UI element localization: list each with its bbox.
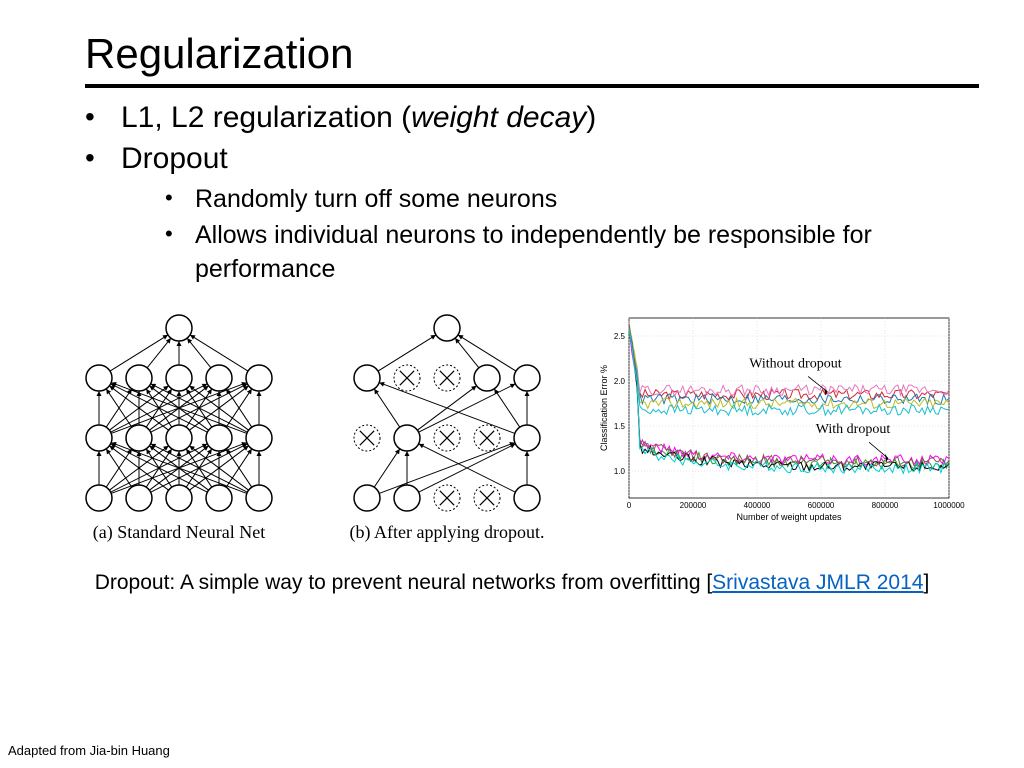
svg-text:1000000: 1000000 — [933, 501, 965, 510]
figure-dropout-net: (b) After applying dropout. — [327, 308, 567, 543]
svg-text:1.5: 1.5 — [614, 422, 626, 431]
svg-text:Number of weight updates: Number of weight updates — [736, 512, 842, 522]
svg-text:200000: 200000 — [680, 501, 707, 510]
bullet-dropout: Dropout Randomly turn off some neurons A… — [85, 139, 969, 287]
page-title: Regularization — [85, 30, 979, 88]
svg-text:2.0: 2.0 — [614, 377, 626, 386]
svg-text:2.5: 2.5 — [614, 332, 626, 341]
bullet-l1l2: L1, L2 regularization (weight decay) — [85, 98, 969, 139]
figure-error-chart: 0 200000 400000 600000 800000 1000000 1.0 1.5 2.… — [595, 308, 965, 528]
svg-text:Without dropout: Without dropout — [749, 357, 841, 372]
subbullet-random: Randomly turn off some neurons — [165, 183, 969, 217]
svg-text:Classification Error %: Classification Error % — [599, 365, 609, 451]
bullet-list: L1, L2 regularization (weight decay) Dro… — [85, 98, 969, 286]
subbullet-allows: Allows individual neurons to independent… — [165, 219, 969, 287]
svg-text:400000: 400000 — [744, 501, 771, 510]
svg-text:With dropout: With dropout — [816, 422, 891, 437]
svg-text:1.0: 1.0 — [614, 467, 626, 476]
svg-text:800000: 800000 — [872, 501, 899, 510]
caption-b: (b) After applying dropout. — [327, 522, 567, 543]
svg-text:0: 0 — [627, 501, 632, 510]
figure-standard-net: (a) Standard Neural Net — [59, 308, 299, 543]
citation-link[interactable]: Srivastava JMLR 2014 — [712, 571, 923, 594]
svg-text:600000: 600000 — [808, 501, 835, 510]
citation-line: Dropout: A simple way to prevent neural … — [55, 571, 969, 595]
footer-credit: Adapted from Jia-bin Huang — [8, 743, 170, 758]
caption-a: (a) Standard Neural Net — [59, 522, 299, 543]
